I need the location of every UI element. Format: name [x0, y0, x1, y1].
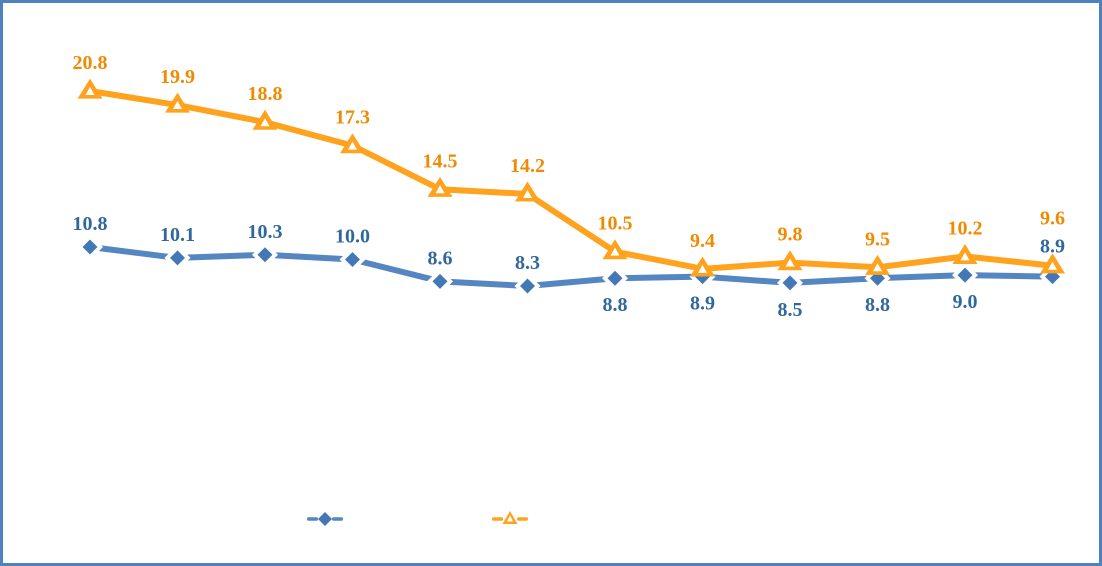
data-label: 8.8 — [865, 294, 890, 316]
data-labels: 10.8 10.1 10.3 10.0 8.6 8.3 8.8 8.9 8.5 8.8 9.0 8.9… — [73, 52, 1066, 321]
orange-triangle-line — [87, 88, 1056, 272]
triangle-marker — [515, 181, 540, 202]
triangle-marker — [602, 239, 628, 260]
data-label: 10.5 — [598, 213, 633, 235]
diamond-marker — [339, 246, 366, 273]
triangle-marker — [77, 78, 103, 99]
data-label: 8.9 — [1040, 236, 1065, 258]
legend-line-segment — [332, 517, 343, 521]
triangle-marker — [690, 256, 715, 277]
diamond-marker — [777, 269, 803, 296]
data-label: 10.2 — [948, 217, 983, 239]
triangle-marker — [952, 243, 978, 264]
triangle-marker — [165, 92, 190, 113]
data-label: 8.5 — [778, 299, 803, 321]
triangle-marker — [1040, 253, 1065, 274]
data-label: 9.5 — [865, 228, 890, 250]
diamond-marker — [164, 244, 191, 271]
triangle-marker — [340, 133, 365, 154]
diamond-marker — [427, 268, 453, 295]
diamond-marker — [77, 234, 103, 260]
legend-line-segment — [517, 517, 528, 521]
legend-line-segment — [492, 517, 503, 521]
data-label: 19.9 — [160, 66, 195, 88]
data-label: 10.3 — [248, 221, 283, 243]
data-label: 9.6 — [1040, 208, 1065, 230]
triangle-marker — [252, 109, 278, 130]
series-orange-triangle — [77, 78, 1065, 277]
legend-item-blue-diamond — [307, 512, 343, 526]
data-label: 8.9 — [690, 293, 715, 315]
diamond-marker — [952, 262, 978, 289]
data-label: 10.0 — [335, 225, 370, 247]
diamond-marker — [252, 241, 278, 268]
data-label: 8.6 — [428, 247, 453, 269]
data-label: 18.8 — [248, 83, 283, 105]
data-label: 9.0 — [953, 291, 978, 313]
data-label: 17.3 — [335, 107, 370, 129]
data-label: 8.8 — [603, 294, 628, 316]
legend-item-orange-triangle — [492, 511, 528, 524]
triangle-marker — [865, 254, 890, 275]
series-blue-diamond — [77, 234, 1066, 299]
legend — [307, 511, 528, 526]
diamond-marker — [514, 273, 541, 299]
data-label: 10.1 — [160, 224, 195, 246]
data-label: 9.4 — [690, 230, 715, 252]
data-label: 10.8 — [73, 213, 108, 235]
legend-triangle-inner — [507, 515, 513, 522]
data-label: 9.8 — [778, 224, 803, 246]
diamond-marker — [602, 265, 628, 292]
triangle-marker — [777, 250, 803, 271]
data-label: 20.8 — [73, 52, 108, 74]
data-label: 14.2 — [510, 155, 545, 177]
legend-line-segment — [307, 517, 318, 521]
data-label: 8.3 — [515, 252, 540, 274]
data-label: 14.5 — [423, 150, 458, 172]
triangle-marker — [427, 176, 453, 197]
line-chart: 10.8 10.1 10.3 10.0 8.6 8.3 8.8 8.9 8.5 8.8 9.0 8.9… — [73, 52, 1066, 526]
legend-diamond-marker — [318, 512, 332, 526]
blue-diamond-line — [87, 244, 1056, 289]
